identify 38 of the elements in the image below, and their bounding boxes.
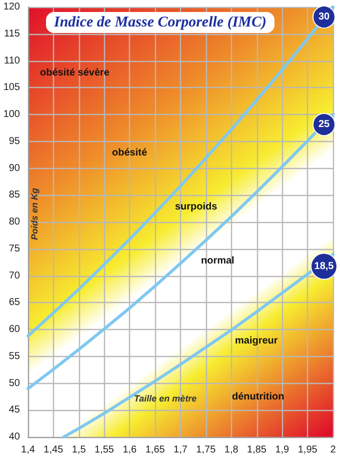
- y-axis-title: Poids en Kg: [30, 187, 40, 240]
- text: Indice de Masse Corporelle (IMC): [53, 14, 266, 30]
- y-tick-label: 80: [8, 216, 20, 228]
- y-tick-label: 75: [8, 243, 20, 254]
- x-tick-label: 1,5: [72, 444, 86, 456]
- y-tick-label: 90: [8, 162, 20, 174]
- y-tick-label: 60: [8, 324, 20, 335]
- y-tick-label: 110: [4, 55, 20, 66]
- x-tick-label: 1,6: [122, 444, 138, 456]
- y-tick-label: 100: [3, 109, 20, 120]
- line-series: [26, 113, 334, 390]
- x-tick-label: 1,65: [145, 444, 166, 456]
- series-label: 25: [318, 119, 330, 130]
- y-tick-label: 85: [8, 190, 20, 201]
- x-tick-label: 1,95: [298, 444, 318, 456]
- y-tick-label: 40: [8, 432, 20, 442]
- y-tick-label: 95: [8, 136, 20, 147]
- y-tick-label: 65: [8, 297, 20, 308]
- y-tick-label: 70: [8, 270, 20, 282]
- series-label: 30: [318, 12, 330, 22]
- annotation: normal: [201, 256, 235, 266]
- x-tick-label: 1,8: [224, 444, 239, 456]
- x-tick-label: 1,4: [21, 444, 36, 456]
- x-tick-label: 2: [330, 444, 336, 456]
- y-tick-label: 120: [3, 2, 20, 12]
- x-tick-label: 1,45: [44, 444, 64, 456]
- x-tick-label: 1,75: [196, 444, 216, 456]
- x-tick-label: 1,7: [174, 444, 188, 456]
- annotation: surpoids: [175, 202, 218, 212]
- y-tick-label: 45: [8, 404, 20, 416]
- y-tick-label: 55: [8, 350, 20, 362]
- y-tick-label: 105: [3, 82, 20, 94]
- series-label: 18,5: [314, 260, 334, 272]
- x-tick-label: 1,55: [94, 444, 114, 456]
- x-tick-label: 1,85: [247, 444, 267, 456]
- x-tick-label: 1,9: [275, 444, 290, 456]
- y-tick-label: 115: [4, 28, 20, 40]
- y-tick-label: 50: [8, 378, 20, 389]
